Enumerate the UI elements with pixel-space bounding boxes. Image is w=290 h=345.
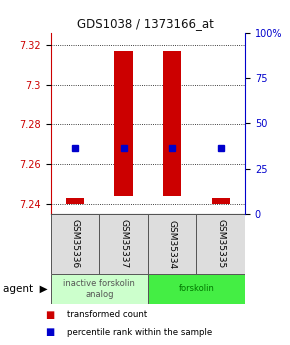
Text: agent  ▶: agent ▶ [3, 284, 48, 294]
Text: GSM35335: GSM35335 [216, 219, 225, 269]
Bar [114, 51, 133, 196]
Bar [211, 198, 230, 204]
Text: transformed count: transformed count [67, 310, 147, 319]
Text: GSM35336: GSM35336 [70, 219, 79, 269]
Text: ■: ■ [45, 310, 54, 320]
Bar [197, 214, 245, 274]
Bar [66, 198, 84, 204]
Bar [99, 214, 148, 274]
Text: inactive forskolin
analog: inactive forskolin analog [64, 279, 135, 299]
Text: forskolin: forskolin [179, 284, 214, 294]
Text: GDS1038 / 1373166_at: GDS1038 / 1373166_at [77, 17, 213, 30]
Bar [51, 214, 99, 274]
Text: ■: ■ [45, 327, 54, 337]
Bar [51, 274, 148, 304]
Bar [148, 274, 245, 304]
Text: GSM35337: GSM35337 [119, 219, 128, 269]
Text: percentile rank within the sample: percentile rank within the sample [67, 328, 212, 337]
Bar [148, 214, 196, 274]
Text: GSM35334: GSM35334 [168, 219, 177, 269]
Bar [163, 51, 182, 196]
